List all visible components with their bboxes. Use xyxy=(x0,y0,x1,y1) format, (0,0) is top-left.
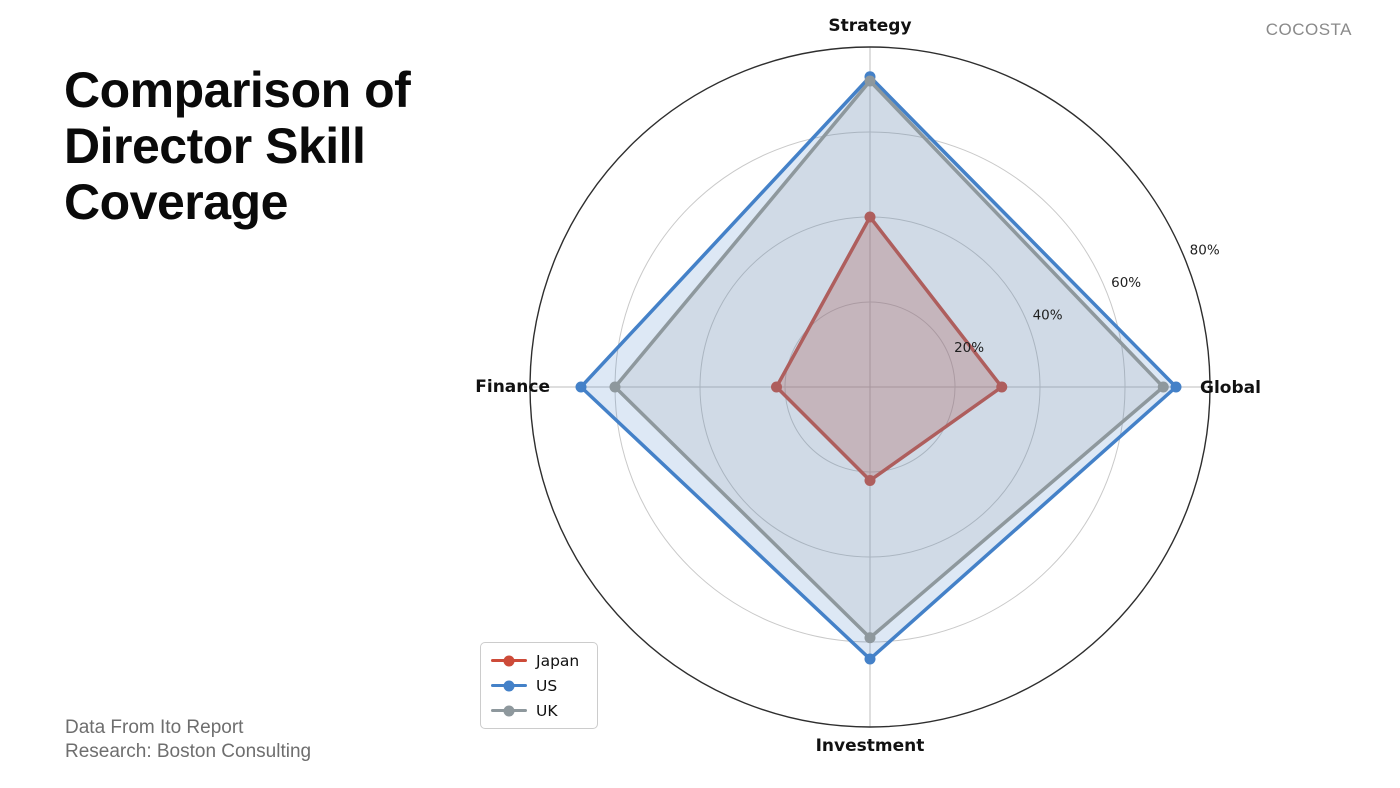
axis-label-strategy: Strategy xyxy=(828,16,911,36)
data-point-uk-investment xyxy=(864,632,876,644)
legend-marker-japan xyxy=(491,655,527,666)
data-point-japan-global xyxy=(996,381,1008,393)
source-note-line1: Data From Ito Report xyxy=(65,717,244,738)
legend-dot-japan xyxy=(503,655,515,666)
brand-watermark: COCOSTA xyxy=(1265,20,1352,39)
axis-label-global: Global xyxy=(1200,378,1261,398)
grid-ring-20 xyxy=(784,301,956,473)
outer-ring xyxy=(529,46,1211,728)
tick-label-60: 60% xyxy=(1111,275,1141,291)
source-note-line2: Research: Boston Consulting xyxy=(65,741,312,762)
legend-dot-us xyxy=(503,680,515,691)
source-note: Data From Ito Report Research: Boston Co… xyxy=(65,716,311,764)
tick-label-20: 20% xyxy=(954,340,984,356)
tick-label-80: 80% xyxy=(1190,243,1220,259)
axis-label-investment: Investment xyxy=(816,736,925,756)
series-polygon-uk xyxy=(613,79,1165,640)
legend-dot-uk xyxy=(503,705,515,716)
tick-label-40: 40% xyxy=(1033,308,1063,324)
legend-item-japan: Japan xyxy=(491,651,587,670)
data-point-japan-finance xyxy=(771,381,782,393)
legend-marker-uk xyxy=(491,705,527,716)
legend-marker-us xyxy=(491,680,527,691)
data-point-uk-global xyxy=(1157,381,1169,393)
page-title: Comparison of Director Skill Coverage xyxy=(64,62,411,230)
data-point-japan-investment xyxy=(864,475,876,486)
data-point-us-finance xyxy=(575,381,587,393)
axis-label-finance: Finance xyxy=(475,377,550,397)
data-point-us-investment xyxy=(864,653,876,665)
legend-item-us: US xyxy=(491,676,587,695)
chart-legend: Japan US UK xyxy=(480,642,598,729)
data-point-us-global xyxy=(1170,381,1182,393)
legend-label-us: US xyxy=(536,676,558,695)
data-point-uk-finance xyxy=(609,381,621,393)
legend-label-japan: Japan xyxy=(536,651,580,670)
data-point-uk-strategy xyxy=(864,75,876,87)
legend-label-uk: UK xyxy=(536,701,558,720)
legend-item-uk: UK xyxy=(491,701,587,720)
data-point-japan-strategy xyxy=(864,211,876,223)
